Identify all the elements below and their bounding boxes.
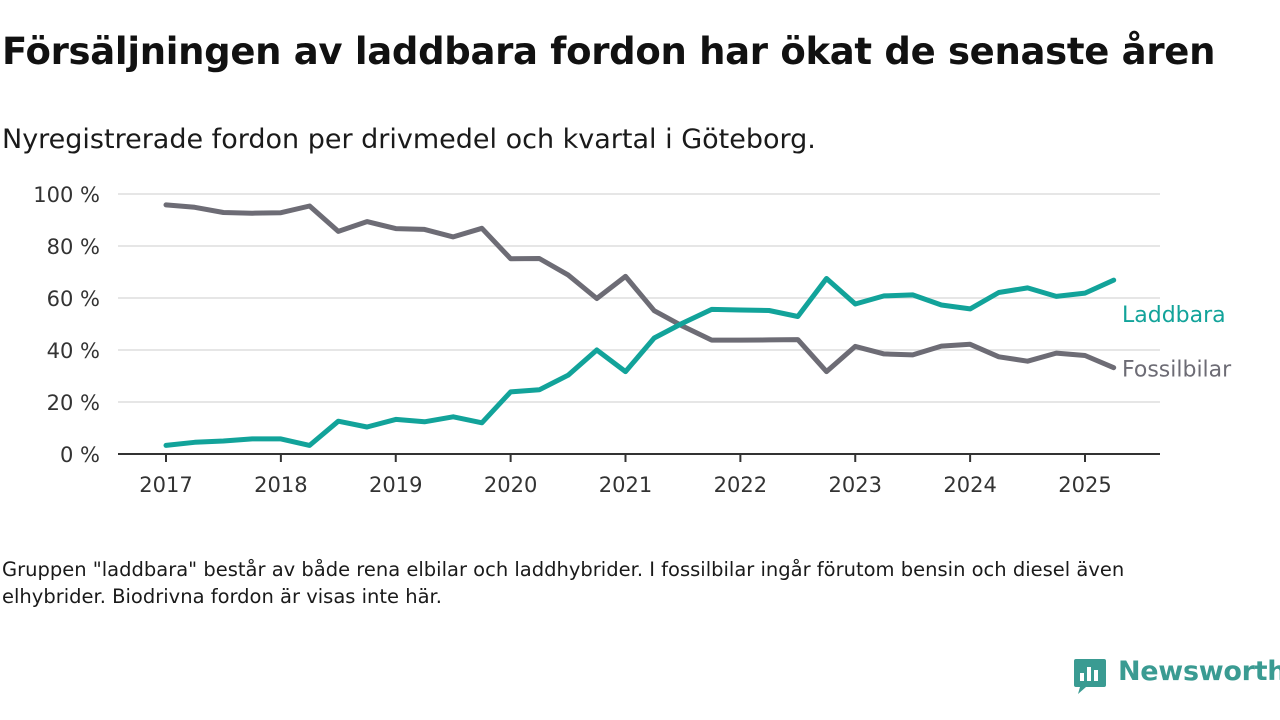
chart-subtitle: Nyregistrerade fordon per drivmedel och … xyxy=(2,124,816,155)
x-tick-label: 2020 xyxy=(484,473,537,497)
axes: 0 % 20 % 40 % 60 % 80 % 100 % 2017 2018 2019 2020… xyxy=(33,183,1160,497)
x-tick-label: 2022 xyxy=(714,473,767,497)
x-tick-label: 2021 xyxy=(599,473,652,497)
y-tick-label: 20 % xyxy=(47,391,100,415)
y-tick-label: 100 % xyxy=(33,183,100,207)
y-tick-label: 0 % xyxy=(60,443,100,467)
x-tick-label: 2019 xyxy=(369,473,422,497)
chart-title: Försäljningen av laddbara fordon har öka… xyxy=(2,30,1216,73)
brand-name: Newsworthy xyxy=(1118,656,1280,687)
chart-speech-bubble-icon xyxy=(1074,659,1106,694)
series-labels: Laddbara Fossilbilar xyxy=(1122,303,1232,383)
x-tick-label: 2025 xyxy=(1058,473,1111,497)
x-tick-label: 2018 xyxy=(254,473,307,497)
gridlines xyxy=(118,193,1160,403)
footnote: Gruppen "laddbara" består av både rena e… xyxy=(2,558,1125,608)
series-line-laddbara xyxy=(163,276,1117,448)
series-line-fossilbilar xyxy=(163,202,1117,375)
line-chart: 0 % 20 % 40 % 60 % 80 % 100 % 2017 2018 2019 2020… xyxy=(33,183,1232,497)
y-tick-label: 40 % xyxy=(47,339,100,363)
y-tick-label: 80 % xyxy=(47,235,100,259)
x-tick-label: 2017 xyxy=(139,473,192,497)
y-tick-label: 60 % xyxy=(47,287,100,311)
x-tick-label: 2023 xyxy=(829,473,882,497)
x-tick-label: 2024 xyxy=(943,473,996,497)
series-lines xyxy=(163,202,1117,448)
brand-logo: Newsworthy xyxy=(1072,654,1280,698)
series-label-laddbara: Laddbara xyxy=(1122,303,1226,328)
series-label-fossilbilar: Fossilbilar xyxy=(1122,358,1232,383)
